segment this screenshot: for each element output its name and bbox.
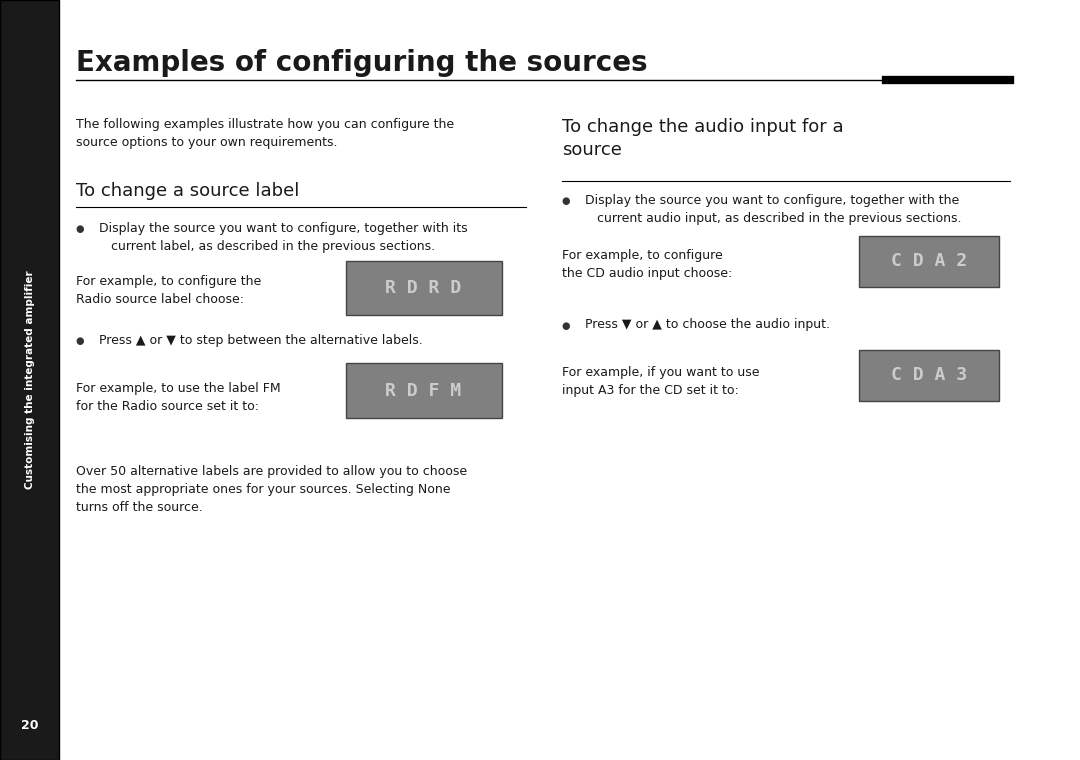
Text: Customising the integrated amplifier: Customising the integrated amplifier [25, 271, 36, 489]
FancyBboxPatch shape [346, 363, 502, 418]
FancyBboxPatch shape [0, 0, 59, 760]
Text: Display the source you want to configure, together with its
   current label, as: Display the source you want to configure… [99, 222, 468, 253]
Text: ●: ● [76, 336, 84, 346]
FancyBboxPatch shape [346, 261, 502, 315]
Text: For example, to use the label FM
for the Radio source set it to:: For example, to use the label FM for the… [76, 382, 280, 413]
FancyBboxPatch shape [859, 350, 999, 401]
Text: Over 50 alternative labels are provided to allow you to choose
the most appropri: Over 50 alternative labels are provided … [76, 465, 467, 514]
Text: Examples of configuring the sources: Examples of configuring the sources [76, 49, 647, 78]
Text: R D F M: R D F M [386, 382, 461, 400]
Text: 20: 20 [22, 719, 39, 733]
Text: R D R D: R D R D [386, 279, 461, 297]
Text: ●: ● [562, 196, 570, 206]
Text: Press ▼ or ▲ to choose the audio input.: Press ▼ or ▲ to choose the audio input. [585, 318, 831, 331]
Text: Display the source you want to configure, together with the
   current audio inp: Display the source you want to configure… [585, 194, 962, 225]
Text: C D A 2: C D A 2 [891, 252, 967, 271]
Text: The following examples illustrate how you can configure the
source options to yo: The following examples illustrate how yo… [76, 118, 454, 149]
Text: For example, to configure
the CD audio input choose:: For example, to configure the CD audio i… [562, 249, 732, 280]
FancyBboxPatch shape [859, 236, 999, 287]
Text: For example, to configure the
Radio source label choose:: For example, to configure the Radio sour… [76, 275, 261, 306]
Text: ●: ● [562, 321, 570, 331]
Text: ●: ● [76, 224, 84, 234]
Text: C D A 3: C D A 3 [891, 366, 967, 385]
Text: To change the audio input for a
source: To change the audio input for a source [562, 118, 843, 160]
Text: Press ▲ or ▼ to step between the alternative labels.: Press ▲ or ▼ to step between the alterna… [99, 334, 423, 347]
Text: To change a source label: To change a source label [76, 182, 299, 201]
Text: For example, if you want to use
input A3 for the CD set it to:: For example, if you want to use input A3… [562, 366, 759, 397]
